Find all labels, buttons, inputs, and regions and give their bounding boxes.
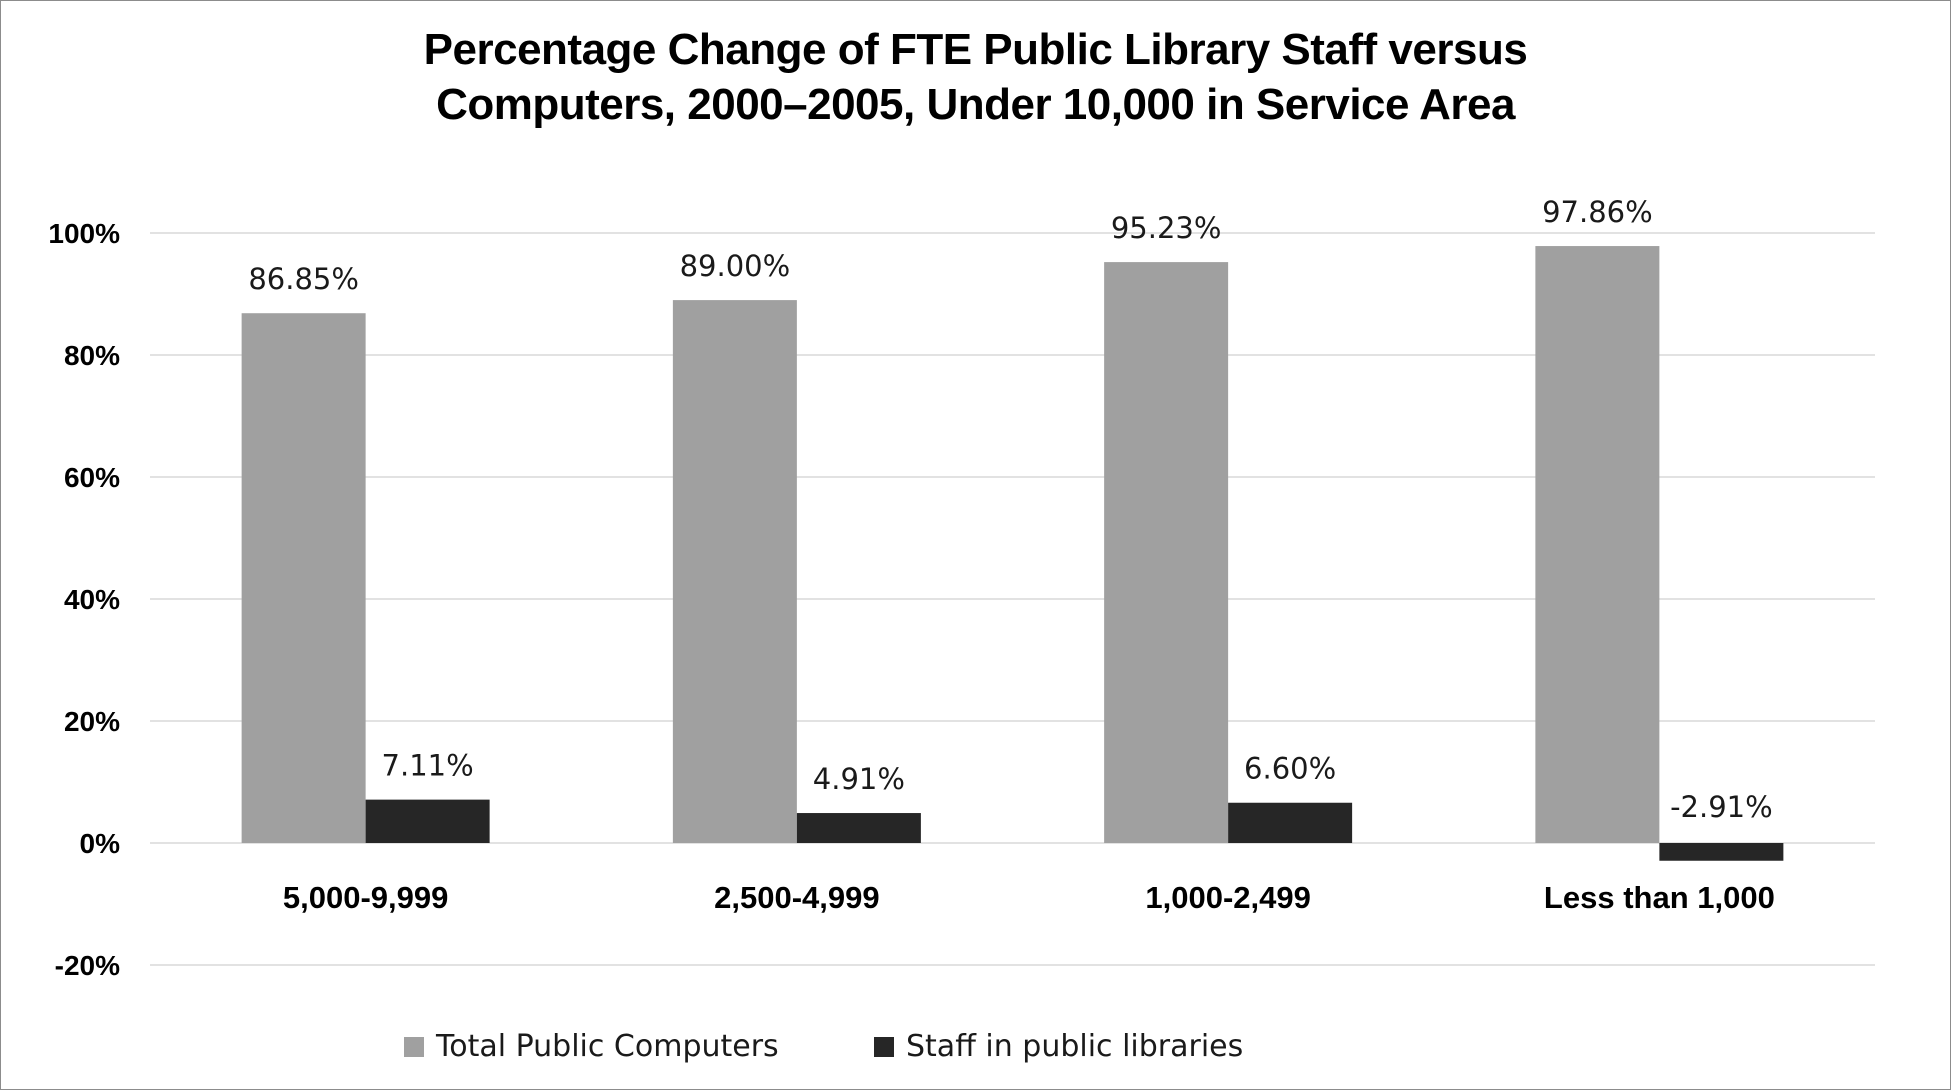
y-tick-label: 40% (64, 584, 120, 615)
bar-computers (672, 300, 797, 844)
data-label: -2.91% (1670, 790, 1773, 824)
data-label: 7.11% (382, 749, 474, 783)
y-tick-label: 60% (64, 462, 120, 493)
bar-staff (1659, 843, 1784, 861)
chart-title: Percentage Change of FTE Public Library … (0, 22, 1951, 132)
y-tick-label: 20% (64, 706, 120, 737)
legend-swatch (874, 1037, 894, 1057)
bar-computers (1104, 262, 1229, 843)
bar-staff (1228, 802, 1353, 843)
bar-staff (365, 799, 490, 843)
data-label: 89.00% (680, 249, 791, 283)
bar-computers (241, 313, 366, 844)
chart-title-line-2: Computers, 2000–2005, Under 10,000 in Se… (436, 80, 1515, 129)
data-labels: 86.85% 7.11% 89.00% 4.91% 95.23% 6.60% 97.86% -… (248, 195, 1772, 824)
bar-staff (796, 813, 921, 843)
category-label: 1,000-2,499 (1145, 880, 1310, 915)
data-label: 4.91% (813, 762, 905, 796)
y-axis-tick-labels: -20% 0% 20% 40% 60% 80% 100% (48, 218, 120, 981)
data-label: 95.23% (1111, 211, 1222, 245)
legend-entry: Staff in public libraries (906, 1029, 1243, 1064)
data-label: 86.85% (248, 262, 359, 296)
bar-computers (1535, 246, 1660, 843)
legend: Total Public Computers Staff in public li… (404, 1029, 1243, 1064)
y-tick-label: 0% (80, 828, 121, 859)
x-axis-category-labels: 5,000-9,999 2,500-4,999 1,000-2,499 Less th… (283, 880, 1775, 915)
y-tick-label: 100% (48, 218, 120, 249)
category-label: Less than 1,000 (1544, 880, 1775, 915)
y-tick-label: 80% (64, 340, 120, 371)
category-label: 5,000-9,999 (283, 880, 448, 915)
legend-swatch (404, 1037, 424, 1057)
chart-title-line-1: Percentage Change of FTE Public Library … (423, 25, 1528, 74)
data-label: 6.60% (1244, 752, 1336, 786)
bars (241, 246, 1784, 861)
category-label: 2,500-4,999 (714, 880, 879, 915)
legend-entry: Total Public Computers (435, 1029, 779, 1064)
y-tick-label: -20% (55, 950, 120, 981)
data-label: 97.86% (1542, 195, 1653, 229)
